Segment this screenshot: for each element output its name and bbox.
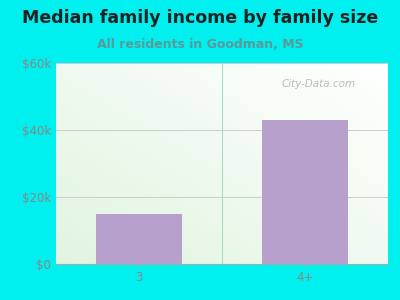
- Bar: [262, 120, 348, 264]
- Text: Median family income by family size: Median family income by family size: [22, 9, 378, 27]
- Bar: [96, 214, 182, 264]
- Text: City-Data.com: City-Data.com: [282, 79, 356, 89]
- Text: All residents in Goodman, MS: All residents in Goodman, MS: [97, 38, 303, 50]
